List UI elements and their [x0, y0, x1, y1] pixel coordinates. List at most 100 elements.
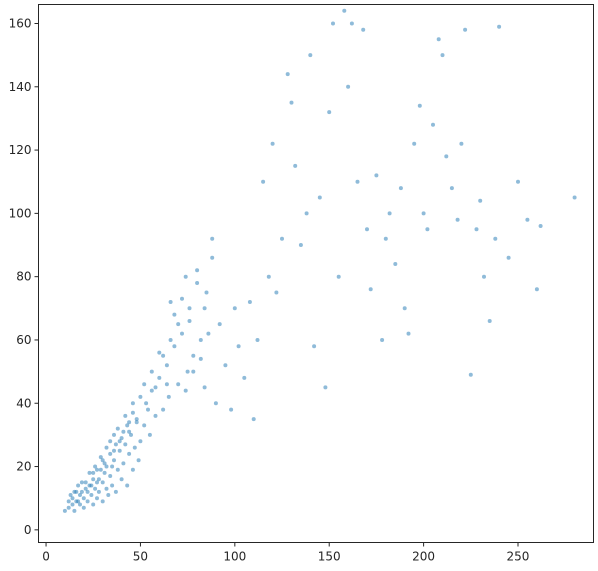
scatter-point: [93, 486, 98, 491]
scatter-point: [210, 255, 215, 260]
scatter-point: [304, 211, 309, 216]
plot-frame: [38, 4, 594, 543]
scatter-point: [493, 236, 498, 241]
scatter-point: [368, 287, 373, 292]
scatter-point: [115, 426, 120, 431]
scatter-point: [91, 502, 96, 507]
scatter-point: [336, 274, 341, 279]
scatter-point: [142, 423, 147, 428]
scatter-point: [102, 461, 107, 466]
y-tick-label: 80: [16, 270, 31, 284]
scatter-point: [195, 268, 200, 273]
scatter-point: [113, 442, 118, 447]
scatter-point: [93, 464, 98, 469]
scatter-point: [100, 480, 105, 485]
points-layer: [62, 8, 577, 513]
scatter-point: [112, 448, 116, 453]
scatter-point: [95, 480, 99, 485]
scatter-point: [164, 382, 169, 387]
scatter-point: [247, 300, 252, 304]
scatter-point: [76, 483, 81, 488]
x-tick-label: 100: [223, 550, 246, 564]
scatter-point: [134, 420, 139, 425]
scatter-point: [134, 417, 139, 422]
scatter-point: [100, 499, 105, 504]
x-tick-label: 0: [42, 550, 50, 564]
scatter-point: [229, 407, 234, 412]
scatter-point: [127, 451, 132, 456]
scatter-point: [198, 356, 203, 361]
scatter-point: [153, 385, 158, 390]
scatter-point: [66, 499, 71, 504]
scatter-point: [144, 401, 149, 406]
scatter-point: [72, 489, 77, 494]
scatter-point: [112, 458, 116, 463]
scatter-point: [172, 312, 177, 317]
scatter-point: [180, 296, 184, 301]
scatter-point: [393, 262, 398, 266]
scatter-point: [487, 319, 492, 323]
scatter-point: [421, 211, 426, 216]
scatter-point: [149, 369, 154, 374]
y-tick-label: 0: [24, 523, 32, 537]
scatter-point: [436, 37, 441, 42]
scatter-point: [289, 100, 294, 105]
scatter-point: [298, 243, 303, 247]
scatter-point: [125, 423, 130, 428]
scatter-point: [232, 306, 237, 311]
scatter-point: [274, 290, 279, 295]
scatter-point: [251, 417, 256, 422]
scatter-point: [444, 154, 449, 159]
scatter-point: [121, 429, 126, 434]
scatter-point: [168, 338, 173, 342]
scatter-point: [127, 420, 132, 425]
scatter-point: [130, 410, 135, 415]
scatter-point: [355, 179, 360, 184]
scatter-point: [202, 306, 207, 311]
scatter-point: [187, 319, 192, 323]
scatter-point: [117, 439, 122, 444]
scatter-point: [365, 227, 369, 232]
scatter-point: [146, 407, 150, 412]
scatter-point: [78, 493, 82, 497]
scatter-point: [440, 53, 445, 58]
scatter-point: [478, 198, 483, 203]
x-tick-label: 250: [507, 550, 530, 564]
x-tick-label: 200: [412, 550, 435, 564]
scatter-point: [83, 486, 88, 491]
scatter-point: [66, 505, 71, 510]
y-tick-label: 60: [16, 333, 31, 347]
scatter-point: [130, 467, 135, 472]
scatter-point: [242, 375, 247, 380]
scatter-point: [79, 480, 84, 485]
scatter-point: [308, 53, 313, 58]
scatter-point: [95, 496, 99, 501]
scatter-point: [117, 448, 122, 453]
scatter-point: [119, 477, 124, 482]
scatter-point: [342, 8, 347, 13]
scatter-point: [123, 442, 128, 447]
scatter-point: [108, 474, 113, 478]
scatter-point: [261, 179, 266, 184]
scatter-point: [76, 499, 81, 504]
scatter-point: [455, 217, 460, 222]
scatter-point: [85, 499, 90, 504]
scatter-point: [62, 508, 67, 513]
scatter-point: [431, 122, 435, 127]
y-tick-label: 120: [9, 143, 32, 157]
x-tick-label: 150: [318, 550, 341, 564]
x-axis: 0 50 100 150 200 250: [42, 542, 530, 564]
scatter-point: [161, 407, 166, 412]
scatter-point: [312, 344, 317, 349]
scatter-point: [183, 274, 188, 279]
scatter-point: [110, 464, 115, 469]
scatter-point: [387, 211, 392, 216]
scatter-point: [104, 464, 109, 469]
scatter-point: [323, 385, 328, 390]
scatter-point: [96, 489, 101, 494]
y-tick-label: 20: [16, 460, 31, 474]
scatter-point: [497, 24, 502, 29]
scatter-point: [136, 458, 141, 463]
y-tick-label: 100: [9, 206, 32, 220]
